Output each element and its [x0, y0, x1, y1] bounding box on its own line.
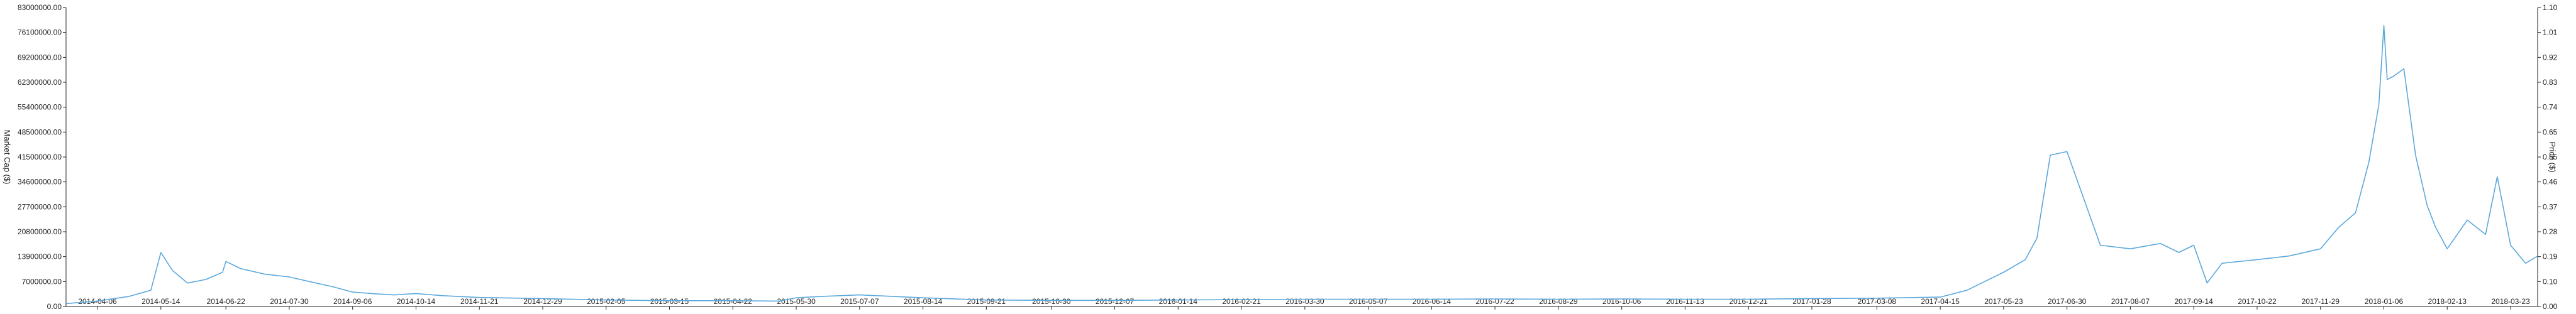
x-tick-label: 2017-06-30 [2048, 297, 2087, 306]
y-left-tick-label: 0.00 [47, 302, 62, 311]
axes-layer: Market Cap ($) Price ($) [3, 8, 2557, 307]
x-tick-label: 2016-03-30 [1285, 297, 1324, 306]
x-tick-label: 2016-01-14 [1159, 297, 1198, 306]
x-tick-label: 2014-09-06 [333, 297, 372, 306]
y-left-tick-label: 83000000.00 [18, 3, 62, 12]
x-tick-label: 2015-03-15 [650, 297, 689, 306]
x-tick-label: 2018-03-23 [2491, 297, 2530, 306]
x-tick-label: 2014-07-30 [270, 297, 309, 306]
x-tick-label: 2015-08-14 [904, 297, 943, 306]
series-line-0 [65, 24, 2538, 305]
x-tick-label: 2017-05-23 [1984, 297, 2023, 306]
y-right-tick-label: 0.37 [2543, 202, 2558, 211]
x-tick-label: 2014-11-21 [460, 297, 499, 306]
y-left-tick-label: 69200000.00 [18, 53, 62, 62]
y-right-tick-label: 1.01 [2543, 28, 2558, 37]
y-right-tick-label: 0.46 [2543, 178, 2558, 187]
y-left-tick-label: 62300000.00 [18, 78, 62, 87]
x-tick-label: 2017-04-15 [1921, 297, 1960, 306]
x-tick-label: 2015-02-05 [587, 297, 626, 306]
x-tick-label: 2015-07-07 [840, 297, 879, 306]
y-right-tick-label: 0.00 [2543, 302, 2558, 311]
x-tick-label: 2018-02-13 [2428, 297, 2467, 306]
x-tick-label: 2017-08-07 [2111, 297, 2150, 306]
y-axis-right-title: Price ($) [2548, 141, 2557, 172]
y-left-tick-label: 13900000.00 [18, 252, 62, 261]
x-tick-label: 2017-01-28 [1792, 297, 1831, 306]
x-tick-label: 2015-09-21 [967, 297, 1006, 306]
y-left-tick-label: 41500000.00 [18, 153, 62, 161]
x-tick-label: 2014-10-14 [397, 297, 436, 306]
x-tick-label: 2016-12-21 [1729, 297, 1768, 306]
y-left-tick-label: 48500000.00 [18, 127, 62, 136]
x-tick-label: 2017-10-22 [2238, 297, 2277, 306]
y-left-tick-label: 27700000.00 [18, 202, 62, 211]
x-tick-label: 2015-10-30 [1032, 297, 1071, 306]
ticks-layer: 2014-04-06 2014-05-14 2014-06-22 2014-07-30… [18, 3, 2558, 311]
y-right-tick-label: 0.55 [2543, 153, 2558, 161]
y-left-tick-label: 76100000.00 [18, 28, 62, 37]
y-left-tick-label: 34600000.00 [18, 178, 62, 187]
x-tick-label: 2014-06-22 [206, 297, 245, 306]
x-tick-label: 2017-09-14 [2174, 297, 2213, 306]
y-axis-left-title: Market Cap ($) [3, 130, 12, 185]
x-tick-label: 2015-04-22 [714, 297, 753, 306]
x-tick-label: 2017-11-29 [2301, 297, 2340, 306]
y-right-tick-label: 0.83 [2543, 78, 2558, 87]
x-tick-label: 2016-08-29 [1539, 297, 1578, 306]
y-right-tick-label: 0.74 [2543, 103, 2558, 112]
series-layer [65, 24, 2538, 305]
x-tick-label: 2015-05-30 [777, 297, 816, 306]
x-tick-label: 2016-07-22 [1475, 297, 1514, 306]
y-left-tick-label: 7000000.00 [22, 277, 62, 286]
x-tick-label: 2016-06-14 [1413, 297, 1452, 306]
x-tick-label: 2014-05-14 [142, 297, 180, 306]
y-right-tick-label: 0.28 [2543, 227, 2558, 236]
x-tick-label: 2017-03-08 [1858, 297, 1897, 306]
x-tick-label: 2015-12-07 [1096, 297, 1135, 306]
y-right-tick-label: 0.92 [2543, 53, 2558, 62]
x-tick-label: 2018-01-06 [2365, 297, 2404, 306]
y-right-tick-label: 0.19 [2543, 252, 2558, 261]
y-left-tick-label: 20800000.00 [18, 227, 62, 236]
x-tick-label: 2016-10-06 [1602, 297, 1641, 306]
y-right-tick-label: 0.10 [2543, 277, 2558, 286]
y-left-tick-label: 55400000.00 [18, 103, 62, 112]
x-tick-label: 2016-02-21 [1222, 297, 1261, 306]
y-right-tick-label: 0.65 [2543, 127, 2558, 136]
x-tick-label: 2016-05-07 [1349, 297, 1388, 306]
y-right-tick-label: 1.10 [2543, 3, 2558, 12]
x-tick-label: 2016-11-13 [1666, 297, 1704, 306]
